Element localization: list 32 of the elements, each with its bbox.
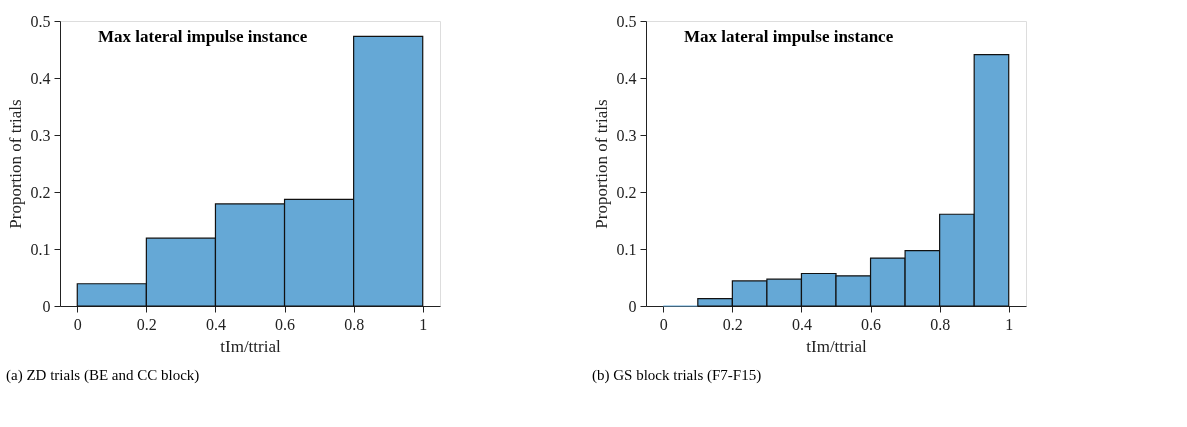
y-axis-title: Proportion of trials: [5, 99, 25, 229]
x-tick-label: 0.8: [930, 315, 951, 333]
y-tick-label: 0.5: [30, 12, 51, 30]
y-tick-label: 0.2: [30, 183, 51, 201]
y-tick-label: 0: [42, 297, 51, 315]
x-tick-label: 0.6: [861, 315, 882, 333]
x-tick-label: 0.8: [344, 315, 365, 333]
y-tick-label: 0.3: [616, 126, 637, 144]
y-tick-label: 0.3: [30, 126, 51, 144]
x-axis-title: tIm/ttrial: [806, 336, 867, 356]
x-tick-label: 0.2: [722, 315, 743, 333]
x-tick-label: 0.4: [205, 315, 226, 333]
y-tick-label: 0.2: [616, 183, 637, 201]
x-tick-label: 0: [659, 315, 668, 333]
x-tick-label: 0.2: [136, 315, 157, 333]
x-tick-label: 1: [419, 315, 428, 333]
x-tick-label: 0.4: [791, 315, 812, 333]
x-tick-label: 1: [1005, 315, 1014, 333]
y-tick-label: 0.1: [30, 240, 51, 258]
x-tick-label: 0.6: [275, 315, 296, 333]
y-tick-label: 0.1: [616, 240, 637, 258]
y-axis-title: Proportion of trials: [591, 99, 611, 229]
y-tick-label: 0.4: [616, 69, 637, 87]
x-tick-label: 0: [73, 315, 82, 333]
text: (a) ZD trials (BE and CC block): [6, 367, 200, 384]
y-tick-label: 0.4: [30, 69, 51, 87]
y-tick-label: 0: [628, 297, 637, 315]
text: (b) GS block trials (F7-F15): [592, 367, 762, 384]
y-tick-label: 0.5: [616, 12, 637, 30]
chart-title: Max lateral impulse instance: [98, 27, 308, 46]
x-axis-title: tIm/ttrial: [220, 336, 281, 356]
chart-title: Max lateral impulse instance: [684, 27, 894, 46]
